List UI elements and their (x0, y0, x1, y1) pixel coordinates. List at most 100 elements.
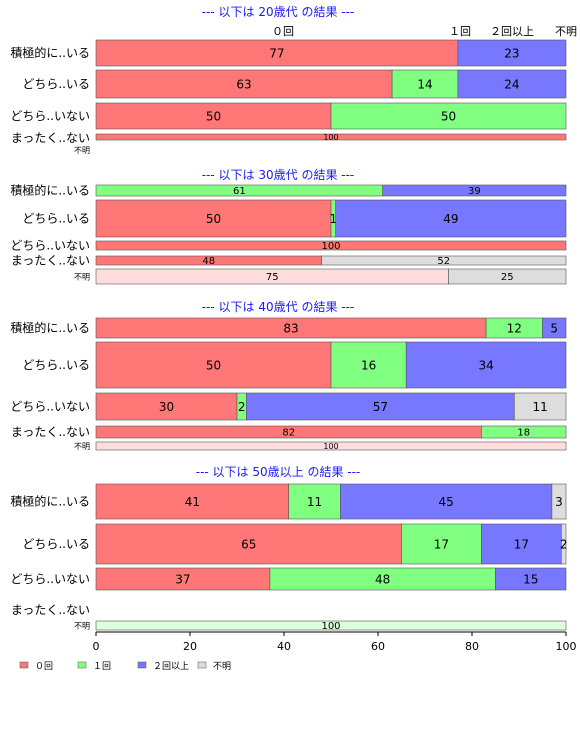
bar-segment (391, 69, 459, 99)
data-label: 63 (236, 77, 251, 91)
data-label: 57 (373, 400, 388, 414)
data-label: 25 (501, 272, 514, 283)
category-label: どちら..いる (22, 212, 90, 226)
data-label: 12 (507, 321, 522, 335)
top-segment-label: 不明 (555, 25, 577, 38)
data-label: 100 (323, 442, 338, 451)
bar-segment (542, 317, 567, 339)
category-label: 不明 (74, 442, 90, 451)
legend-label: 不明 (213, 661, 231, 672)
category-label: 不明 (74, 146, 90, 155)
data-label: 82 (282, 428, 295, 439)
data-label: 50 (206, 358, 221, 372)
bar-segment (95, 69, 393, 99)
bar-segment (95, 341, 332, 389)
data-label: 11 (307, 495, 322, 509)
category-label: 不明 (74, 273, 90, 282)
data-label: 5 (550, 321, 558, 335)
bar-segment (340, 483, 553, 520)
bar-segment (330, 341, 407, 389)
legend-swatch (77, 661, 87, 669)
bar-segment (551, 483, 567, 520)
bar-segment (335, 199, 567, 238)
category-label: どちら..いない (10, 572, 90, 586)
bar-segment (481, 425, 567, 439)
category-label: 積極的に..いる (10, 494, 90, 509)
bar-segment (95, 483, 289, 520)
data-label: 77 (269, 46, 284, 60)
data-label: 100 (321, 621, 340, 632)
data-label: 65 (241, 537, 256, 551)
bar-segment (457, 69, 567, 99)
bar-segment (246, 392, 515, 421)
data-label: 39 (468, 186, 481, 197)
data-label: 2 (238, 400, 246, 414)
category-label: どちら..いない (10, 109, 90, 123)
x-tick-label: 40 (277, 640, 291, 653)
category-label: 積極的に..いる (10, 45, 90, 60)
bar-segment (95, 39, 459, 67)
data-label: 52 (437, 256, 450, 267)
top-segment-label: ０回 (272, 25, 294, 38)
group-title: --- 以下は 30歳代 の結果 --- (202, 168, 355, 182)
legend-swatch (197, 661, 207, 669)
data-label: 34 (478, 358, 493, 372)
bar-segment (95, 240, 567, 251)
data-label: 45 (439, 495, 454, 509)
data-label: 50 (441, 109, 456, 123)
top-segment-label: ２回以上 (490, 25, 534, 38)
bar-segment (560, 523, 567, 565)
data-label: 15 (523, 572, 538, 586)
x-tick-label: 60 (371, 640, 385, 653)
bar-segment (95, 523, 402, 565)
data-label: 61 (233, 186, 246, 197)
data-label: 30 (159, 400, 174, 414)
data-label: 2 (560, 537, 568, 551)
category-label: 積極的に..いる (10, 320, 90, 335)
data-label: 17 (434, 537, 449, 551)
bar-segment (95, 102, 332, 130)
category-label: 積極的に..いる (10, 183, 90, 198)
bar-segment (401, 523, 482, 565)
bar-segment (495, 567, 567, 591)
data-label: 100 (321, 241, 340, 252)
category-label: どちら..いない (10, 239, 90, 253)
data-label: 100 (323, 133, 338, 142)
x-tick-label: 20 (183, 640, 197, 653)
legend-swatch (137, 661, 147, 669)
data-label: 83 (283, 321, 298, 335)
legend-label: ２回以上 (153, 661, 189, 672)
data-label: 48 (202, 256, 215, 267)
x-tick-label: 100 (556, 640, 577, 653)
data-label: 50 (206, 109, 221, 123)
category-label: まったく..ない (11, 254, 90, 268)
bar-segment (513, 392, 567, 421)
bar-segment (321, 255, 567, 266)
bar-segment (95, 620, 567, 631)
bar-segment (288, 483, 341, 520)
data-label: 14 (417, 77, 432, 91)
data-label: 24 (504, 77, 519, 91)
data-label: 3 (555, 495, 563, 509)
bar-segment (457, 39, 567, 67)
category-label: どちら..いる (22, 77, 90, 91)
data-label: 18 (517, 428, 530, 439)
group-title: --- 以下は 20歳代 の結果 --- (202, 5, 355, 19)
category-label: どちら..いる (22, 358, 90, 372)
bar-segment (448, 268, 567, 285)
data-label: 23 (504, 46, 519, 60)
legend-swatch (19, 661, 29, 669)
data-label: 37 (175, 572, 190, 586)
bar-segment (95, 133, 567, 141)
bar-segment (382, 184, 567, 197)
x-tick-label: 0 (93, 640, 100, 653)
category-label: どちら..いない (10, 400, 90, 414)
bar-segment (330, 102, 567, 130)
x-tick-label: 80 (465, 640, 479, 653)
bar-segment (481, 523, 562, 565)
data-label: 49 (443, 212, 458, 226)
data-label: 1 (330, 212, 338, 226)
data-label: 11 (533, 400, 548, 414)
bar-segment (405, 341, 567, 389)
